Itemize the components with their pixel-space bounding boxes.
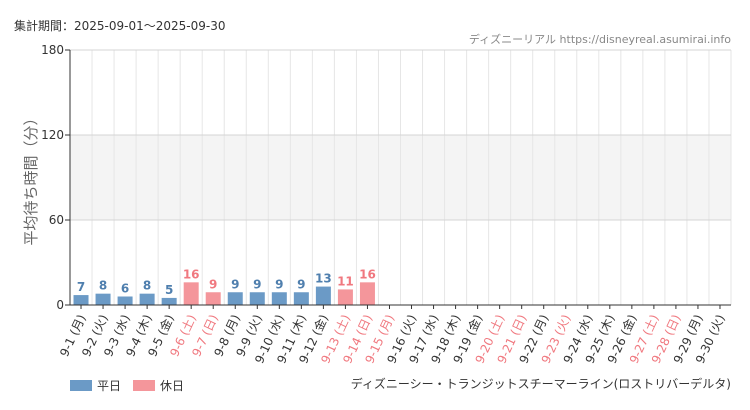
bars [73, 282, 375, 305]
value-label: 9 [253, 277, 261, 291]
value-label: 11 [337, 274, 354, 288]
bar [139, 293, 155, 305]
attraction-name: ディズニーシー・トランジットスチーマーライン(ロストリバーデルタ) [351, 376, 731, 391]
bar [315, 286, 331, 305]
bar [227, 292, 243, 305]
bar [73, 295, 89, 305]
value-label: 5 [165, 283, 173, 297]
legend-swatch-weekday [70, 380, 92, 391]
x-axis-ticks: 9-1 (月)9-2 (火)9-3 (水)9-4 (木)9-5 (金)9-6 (… [57, 305, 728, 366]
legend-label-holiday: 休日 [160, 379, 184, 393]
bar [337, 289, 353, 305]
legend: 平日 休日 [70, 379, 184, 393]
bar [293, 292, 309, 305]
legend-label-weekday: 平日 [97, 379, 121, 393]
value-label: 16 [183, 267, 200, 281]
value-label: 6 [121, 282, 129, 296]
bar [183, 282, 199, 305]
bar [117, 296, 133, 305]
y-tick-label: 0 [56, 298, 64, 312]
bar [95, 293, 111, 305]
y-tick-label: 180 [41, 43, 64, 57]
bar [205, 292, 221, 305]
grid-lines [69, 49, 732, 306]
value-label: 9 [231, 277, 239, 291]
bar [359, 282, 375, 305]
value-label: 9 [209, 277, 217, 291]
y-axis-label: 平均待ち時間（分） [22, 110, 40, 245]
value-label: 7 [77, 280, 85, 294]
y-tick-label: 120 [41, 128, 64, 142]
legend-swatch-holiday [133, 380, 155, 391]
value-label: 8 [143, 279, 151, 293]
value-label: 13 [315, 272, 332, 286]
value-label: 9 [275, 277, 283, 291]
bar [161, 297, 177, 305]
bar [249, 292, 265, 305]
y-tick-label: 60 [49, 213, 64, 227]
y-axis-ticks: 0 60 120 180 [41, 43, 70, 312]
value-label: 16 [359, 267, 376, 281]
period-label: 集計期間：2025-09-01～2025-09-30 [14, 18, 225, 33]
site-credit: ディズニーリアル https://disneyreal.asumirai.inf… [469, 32, 731, 46]
value-label: 9 [297, 277, 305, 291]
value-label: 8 [99, 279, 107, 293]
bar [271, 292, 287, 305]
